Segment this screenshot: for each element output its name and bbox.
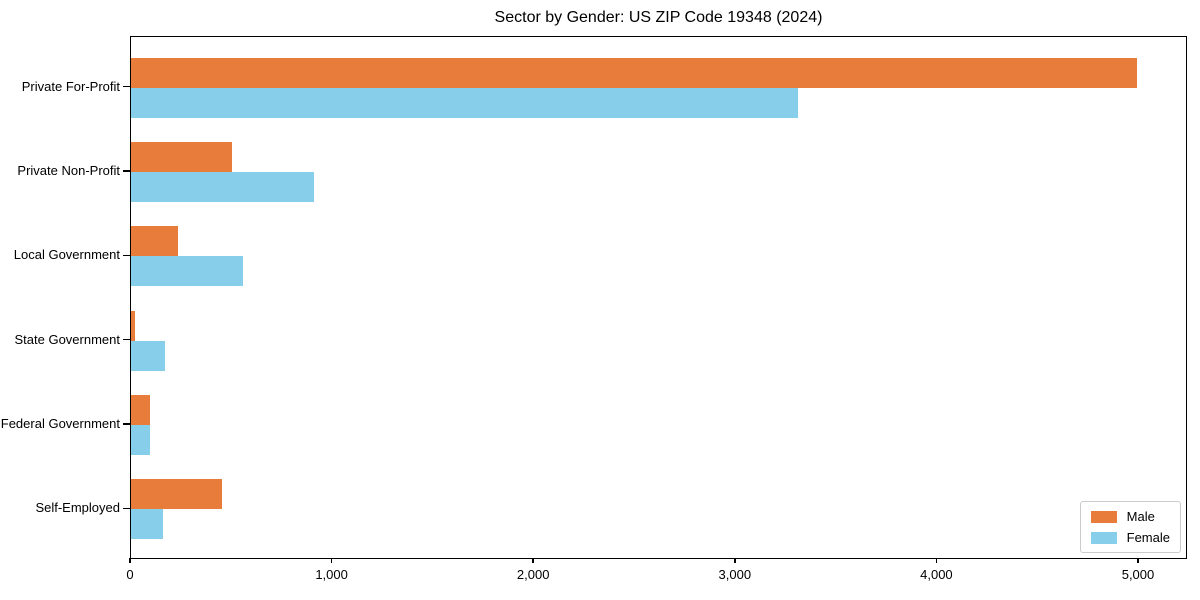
x-tick-label: 3,000 (718, 567, 752, 582)
chart-title: Sector by Gender: US ZIP Code 19348 (202… (494, 9, 823, 26)
x-tick-mark (129, 558, 131, 563)
x-tick-mark (935, 558, 938, 563)
bar-male-4 (131, 395, 150, 426)
bar-female-5 (131, 509, 163, 540)
bar-male-2 (131, 226, 178, 257)
legend-label: Female (1126, 530, 1170, 545)
y-tick-mark (123, 507, 130, 510)
bar-female-4 (131, 425, 151, 456)
bar-female-0 (131, 87, 799, 118)
legend-item-female: Female (1090, 530, 1170, 545)
y-tick-label: Private For-Profit (21, 78, 120, 94)
legend: Male Female (1079, 501, 1181, 553)
bar-female-2 (131, 256, 243, 287)
legend-item-male: Male (1090, 509, 1170, 524)
y-tick-mark (123, 254, 130, 257)
y-tick-label: Private Non-Profit (17, 162, 120, 178)
y-tick-label: Federal Government (0, 416, 120, 432)
x-tick-mark (330, 558, 333, 563)
bar-female-3 (131, 340, 166, 371)
bar-female-1 (131, 171, 315, 202)
y-tick-mark (123, 85, 130, 88)
y-tick-mark (123, 423, 130, 425)
x-tick-mark (734, 558, 736, 563)
y-tick-label: Local Government (13, 247, 120, 263)
bar-male-1 (131, 141, 232, 172)
y-tick-mark (123, 170, 130, 172)
bars-layer (131, 37, 1186, 558)
y-tick-label: Self-Employed (35, 500, 120, 516)
female-legend-swatch (1090, 531, 1117, 544)
y-tick-mark (123, 338, 130, 341)
bar-male-0 (131, 57, 1137, 88)
bar-male-3 (131, 310, 136, 341)
x-tick-label: 1,000 (315, 567, 348, 582)
x-tick-mark (532, 558, 534, 563)
male-legend-swatch (1090, 510, 1117, 523)
x-tick-label: 0 (126, 567, 134, 582)
y-tick-label: State Government (14, 331, 121, 347)
legend-label: Male (1126, 509, 1155, 524)
x-tick-label: 5,000 (1121, 567, 1155, 582)
x-tick-mark (1137, 558, 1139, 563)
bar-male-5 (131, 479, 222, 510)
x-tick-label: 4,000 (920, 567, 953, 582)
plot-area: Male Female (130, 36, 1187, 559)
x-tick-label: 2,000 (516, 567, 550, 582)
